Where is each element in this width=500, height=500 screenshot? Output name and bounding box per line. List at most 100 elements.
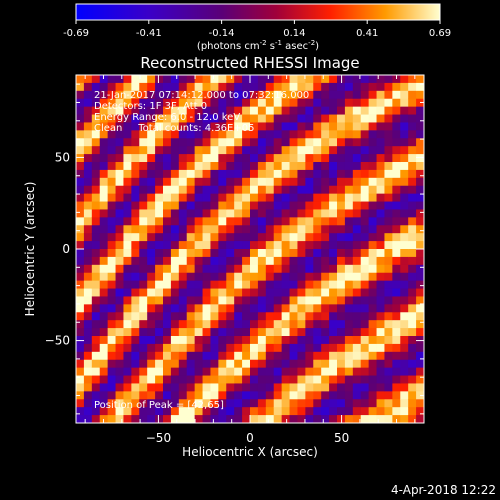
heatmap-cell (218, 296, 227, 305)
heatmap-cell (83, 114, 93, 123)
heatmap-cell (226, 399, 235, 408)
heatmap-cell (202, 177, 211, 187)
colorbar-tick-label: 0.14 (283, 28, 305, 39)
heatmap-cell (115, 328, 124, 337)
heatmap-cell (281, 154, 290, 163)
heatmap-cell (83, 98, 93, 108)
heatmap-cell (226, 256, 235, 266)
heatmap-cell (384, 256, 393, 266)
heatmap-cell (376, 296, 385, 305)
heatmap-cell (91, 288, 101, 297)
heatmap-cell (384, 359, 393, 369)
heatmap-cell (163, 296, 172, 305)
heatmap-cell (289, 75, 298, 84)
heatmap-cell (163, 256, 172, 266)
heatmap-cell (281, 193, 290, 202)
heatmap-cell (321, 193, 330, 202)
heatmap-cell (368, 343, 377, 353)
heatmap-cell (297, 312, 306, 321)
heatmap-cell (392, 162, 401, 171)
heatmap-cell (76, 328, 85, 337)
heatmap-cell (250, 114, 259, 123)
heatmap-cell (289, 114, 298, 123)
heatmap-cell (344, 256, 354, 266)
heatmap-cell (257, 304, 267, 313)
heatmap-cell (321, 233, 330, 242)
heatmap-cell (186, 296, 196, 305)
heatmap-cell (107, 82, 116, 92)
heatmap-cell (226, 114, 235, 123)
heatmap-cell (202, 280, 211, 289)
heatmap-cell (218, 383, 227, 392)
heatmap-cell (99, 367, 109, 376)
heatmap-cell (360, 328, 370, 337)
heatmap-cell (123, 162, 132, 171)
heatmap-cell (250, 280, 259, 289)
heatmap-cell (408, 217, 417, 226)
heatmap-cell (194, 201, 203, 210)
heatmap-cell (408, 122, 417, 131)
heatmap-cell (107, 264, 116, 274)
heatmap-cell (344, 264, 354, 274)
heatmap-cell (155, 90, 164, 100)
heatmap-cell (352, 154, 362, 163)
heatmap-cell (170, 75, 180, 84)
heatmap-cell (115, 193, 124, 202)
heatmap-cell (194, 177, 203, 187)
heatmap-cell (155, 169, 164, 179)
heatmap-cell (257, 351, 267, 361)
heatmap-cell (186, 304, 196, 313)
heatmap-cell (123, 138, 132, 147)
heatmap-cell (234, 169, 243, 179)
heatmap-cell (257, 280, 267, 289)
heatmap-cell (384, 90, 393, 100)
heatmap-cell (163, 146, 172, 155)
heatmap-cell (123, 209, 132, 218)
heatmap-cell (265, 130, 275, 139)
heatmap-cell (155, 407, 164, 416)
heatmap-cell (155, 146, 164, 155)
heatmap-cell (368, 201, 377, 210)
heatmap-cell (115, 169, 124, 179)
heatmap-cell (344, 415, 354, 423)
heatmap-cell (210, 367, 219, 376)
heatmap-cell (257, 82, 267, 92)
heatmap-cell (289, 177, 298, 187)
y-axis-label: Heliocentric Y (arcsec) (23, 182, 37, 317)
heatmap-cell (242, 169, 251, 179)
heatmap-cell (360, 383, 370, 392)
heatmap-cell (250, 90, 259, 100)
heatmap-cell (400, 209, 409, 218)
annotation-counts: Clean Total counts: 4.36E+05 (94, 123, 254, 134)
heatmap-cell (344, 336, 354, 345)
heatmap-cell (384, 82, 393, 92)
heatmap-cell (210, 241, 219, 250)
heatmap-cell (234, 296, 243, 305)
heatmap-cell (305, 225, 314, 234)
heatmap-cell (99, 201, 109, 210)
heatmap-cell (313, 367, 322, 376)
heatmap-cell (257, 193, 267, 202)
heatmap-cell (210, 90, 219, 100)
heatmap-cell (139, 296, 148, 305)
heatmap-cell (265, 359, 275, 369)
heatmap-cell (265, 264, 275, 274)
heatmap-cell (76, 264, 85, 274)
heatmap-cell (107, 90, 116, 100)
heatmap-cell (400, 193, 409, 202)
heatmap-cell (400, 359, 409, 369)
heatmap-cell (178, 82, 188, 92)
heatmap-cell (344, 233, 354, 242)
heatmap-cell (305, 399, 314, 408)
heatmap-cell (289, 264, 298, 274)
heatmap-cell (376, 185, 385, 195)
heatmap-cell (273, 280, 283, 289)
heatmap-cell (400, 201, 409, 210)
heatmap-cell (329, 130, 338, 139)
heatmap-cell (368, 359, 377, 369)
peak-position-label: Position of Peak = [42,65] (94, 400, 224, 411)
heatmap-cell (257, 106, 267, 115)
heatmap-cell (194, 106, 203, 115)
heatmap-cell (107, 391, 116, 400)
